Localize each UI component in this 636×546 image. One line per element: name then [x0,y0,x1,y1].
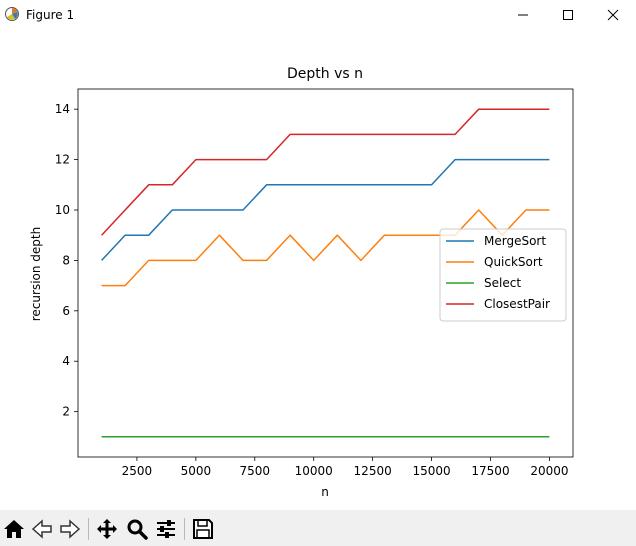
navigation-toolbar [0,510,636,546]
arrow-left-icon [31,519,52,539]
legend-label-select: Select [484,276,521,290]
x-tick-label: 10000 [295,464,333,478]
zoom-button[interactable] [124,516,150,542]
series-line-mergesort [101,158,550,261]
back-button[interactable] [29,516,55,542]
series-line-closestpair [101,108,550,236]
close-button[interactable] [590,0,636,30]
plot-area: 2500 5000 7500 10000 12500 15000 17500 20000 2 4 6… [55,88,574,478]
forward-button[interactable] [57,516,83,542]
x-tick-label: 17500 [471,464,509,478]
x-tick-label: 20000 [530,464,568,478]
x-tick-label: 7500 [240,464,271,478]
chart-title: Depth vs n [287,66,363,82]
x-tick-label: 15000 [412,464,450,478]
y-tick-label: 8 [62,253,70,267]
matplotlib-app-icon [4,6,20,22]
close-icon [607,9,619,21]
legend-label-quicksort: QuickSort [484,255,543,269]
x-tick-label: 5000 [181,464,212,478]
legend: MergeSort QuickSort Select ClosestPair [439,228,567,322]
y-tick-label: 10 [55,203,70,217]
y-tick-label: 2 [62,405,70,419]
y-tick-label: 12 [55,153,70,167]
home-icon [4,520,24,538]
series-line-quicksort [101,209,550,287]
sliders-icon [157,520,175,538]
legend-label-mergesort: MergeSort [484,234,546,248]
line-chart: Depth vs n 2500 5000 7500 10000 12500 15000 17… [29,66,574,499]
pan-button[interactable] [94,516,120,542]
y-axis-label: recursion depth [29,227,43,321]
move-icon [97,519,117,539]
x-axis-label: n [321,485,329,499]
legend-label-closestpair: ClosestPair [484,297,550,311]
minimize-icon [518,14,528,16]
x-tick-label: 12500 [354,464,392,478]
axes-frame [77,88,574,458]
magnifier-icon [127,519,148,540]
y-tick-label: 14 [55,102,70,116]
legend-box [439,228,567,322]
y-tick-label: 4 [62,354,70,368]
y-tick-label: 6 [62,304,70,318]
save-button[interactable] [190,516,216,542]
x-tick-label: 2500 [122,464,153,478]
window-title: Figure 1 [26,8,75,22]
figure-canvas[interactable]: Depth vs n 2500 5000 7500 10000 12500 15000 17… [0,30,636,510]
toolbar-separator [88,518,89,540]
toolbar-separator [184,518,185,540]
arrow-right-icon [60,519,81,539]
maximize-button[interactable] [545,0,591,30]
window-title-bar: Figure 1 [0,0,636,30]
home-button[interactable] [1,516,27,542]
minimize-button[interactable] [500,0,546,30]
floppy-disk-icon [193,519,213,539]
configure-subplots-button[interactable] [153,516,179,542]
maximize-icon [563,10,573,20]
